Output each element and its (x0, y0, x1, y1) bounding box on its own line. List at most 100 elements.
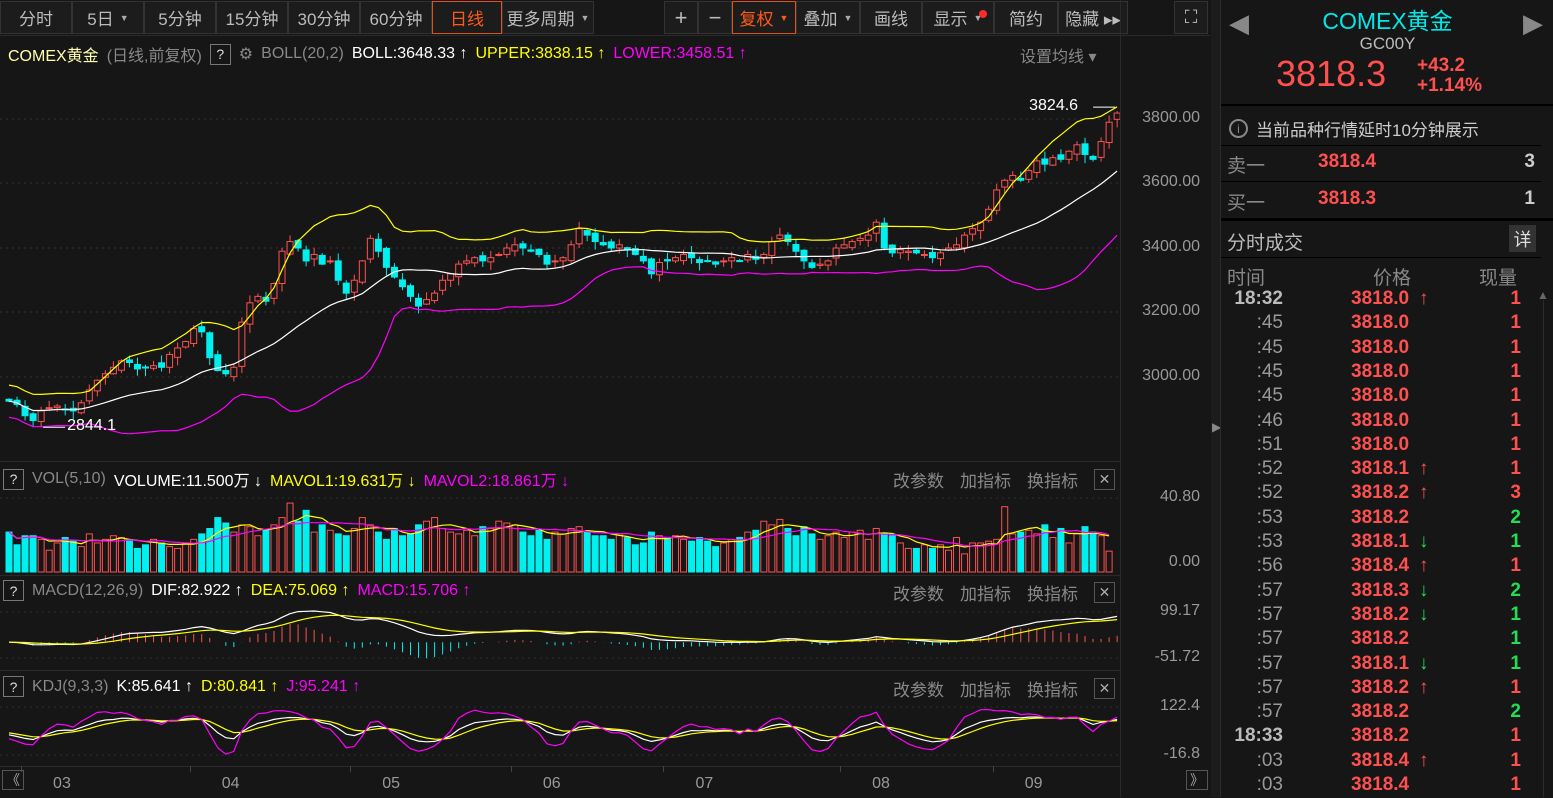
month-tick (21, 766, 23, 772)
candle-up (655, 262, 663, 276)
tick-row: :51 3818.0 1 (1221, 434, 1541, 458)
candle-up (447, 273, 455, 281)
period-tab-0[interactable]: 分时 (0, 1, 72, 34)
add-indicator-button[interactable]: 加指标 (960, 585, 1011, 604)
period-tab-1[interactable]: 5日 ▼ (72, 1, 144, 34)
help-button[interactable]: ? (209, 43, 231, 65)
scroll-left-button[interactable]: 《 (2, 770, 24, 790)
ask-label: 卖一 (1227, 156, 1266, 177)
fullscreen-button[interactable]: ⛶ (1174, 1, 1208, 34)
period-tab-5[interactable]: 60分钟 (360, 1, 432, 34)
candle-up (166, 353, 174, 368)
tick-price: 3818.4 (1351, 555, 1410, 577)
tool-label: 叠加 (803, 10, 838, 29)
volume-bar-up (728, 538, 736, 573)
candle-up (728, 257, 736, 262)
tick-price: 3818.0 (1351, 360, 1410, 382)
volume-bar-up (190, 538, 198, 573)
period-label: 30分钟 (297, 10, 351, 29)
add-indicator-button[interactable]: 加指标 (960, 472, 1011, 491)
volume-bar-up (920, 544, 928, 573)
volume-bar-down (591, 535, 599, 573)
scroll-right-button[interactable]: 》 (1186, 770, 1208, 790)
volume-bar-up (768, 524, 776, 573)
period-tab-4[interactable]: 30分钟 (288, 1, 360, 34)
next-instrument-icon[interactable]: ▶ (1523, 8, 1543, 38)
change-indicator-button[interactable]: 改参数 (893, 585, 944, 604)
help-button[interactable]: ? (3, 676, 24, 697)
candle-up (720, 260, 728, 263)
candle-up (190, 328, 198, 344)
candle-up (230, 366, 238, 378)
tick-price: 3818.4 (1351, 774, 1410, 795)
zoom-in-button[interactable]: + (664, 1, 698, 34)
macd-indicator-name[interactable]: MACD(12,26,9) (32, 581, 144, 599)
tool-button-2[interactable]: 画线 (860, 1, 922, 34)
candle-up (109, 366, 117, 375)
volume-bar-up (77, 546, 85, 573)
tool-button-4[interactable]: 简约 (994, 1, 1058, 34)
panel-resize-handle[interactable]: ▶ (1211, 0, 1222, 797)
kdj-indicator-name[interactable]: KDJ(9,3,3) (32, 677, 109, 695)
scroll-up-icon[interactable]: ▲ (1537, 288, 1549, 302)
candle-down (21, 405, 29, 417)
swap-indicator-button[interactable]: 换指标 (1027, 681, 1078, 700)
volume-bar-down (61, 537, 69, 573)
tool-button-5[interactable]: 隐藏 ▸▸ (1058, 1, 1128, 34)
zoom-out-button[interactable]: − (698, 1, 732, 34)
candle-up (455, 263, 463, 278)
tick-volume: 2 (1510, 579, 1521, 601)
candle-up (961, 234, 969, 249)
chart-canvas[interactable] (0, 0, 1210, 797)
candle-down (125, 359, 133, 363)
gear-icon[interactable]: ⚙ (238, 46, 254, 63)
candle-up (254, 295, 262, 302)
help-button[interactable]: ? (3, 468, 24, 490)
vol-info-line: ? VOL(5,10) VOLUME:11.500万 ↓ MAVOL1:19.6… (3, 467, 569, 491)
candle-down (639, 255, 647, 262)
candle-up (1001, 179, 1009, 188)
close-panel-button[interactable]: ✕ (1094, 582, 1115, 603)
volume-bar-up (45, 549, 53, 573)
volume-bar-down (1081, 526, 1089, 573)
scrollbar[interactable] (1543, 300, 1544, 797)
volume-bar-down (704, 540, 712, 573)
swap-indicator-button[interactable]: 换指标 (1027, 472, 1078, 491)
volume-bar-down (318, 524, 326, 573)
period-tab-7[interactable]: 更多周期 ▼ (502, 1, 594, 34)
volume-bar-down (583, 531, 591, 573)
d-value: D:80.841 ↑ (200, 677, 279, 695)
period-tab-3[interactable]: 15分钟 (216, 1, 288, 34)
tick-time: :57 (1256, 603, 1283, 625)
high-label: 3824.6 (1029, 97, 1079, 115)
collapse-arrow-icon[interactable]: ▶ (1212, 420, 1222, 434)
detail-button[interactable]: 详 (1509, 225, 1536, 252)
volume-bar-down (607, 538, 615, 573)
tick-volume: 1 (1510, 555, 1521, 577)
tool-button-0[interactable]: 复权 ▼ (732, 1, 796, 34)
bid-volume: 1 (1524, 188, 1535, 209)
change-indicator-button[interactable]: 改参数 (893, 472, 944, 491)
volume-bar-up (511, 524, 519, 573)
set-ma-dropdown[interactable]: 设置均线 ▾ (1020, 49, 1097, 66)
period-tab-6[interactable]: 日线 (432, 1, 502, 34)
change-indicator-button[interactable]: 改参数 (893, 681, 944, 700)
swap-indicator-button[interactable]: 换指标 (1027, 585, 1078, 604)
candle-down (583, 230, 591, 236)
tool-button-3[interactable]: 显示 ▼ (922, 1, 994, 34)
vol-indicator-name[interactable]: VOL(5,10) (32, 470, 106, 487)
volume-bar-up (270, 524, 278, 573)
period-tab-2[interactable]: 5分钟 (144, 1, 216, 34)
volume-bar-up (1105, 550, 1113, 573)
close-panel-button[interactable]: ✕ (1094, 678, 1115, 699)
volume-bar-down (5, 531, 13, 573)
candle-down (398, 279, 406, 288)
close-panel-button[interactable]: ✕ (1094, 469, 1115, 490)
indicator-name[interactable]: BOLL(20,2) (261, 45, 344, 62)
volume-bar-up (85, 533, 93, 573)
add-indicator-button[interactable]: 加指标 (960, 681, 1011, 700)
tool-button-1[interactable]: 叠加 ▼ (796, 1, 860, 34)
candle-up (93, 379, 101, 392)
prev-instrument-icon[interactable]: ◀ (1229, 8, 1249, 38)
help-button[interactable]: ? (3, 580, 24, 601)
